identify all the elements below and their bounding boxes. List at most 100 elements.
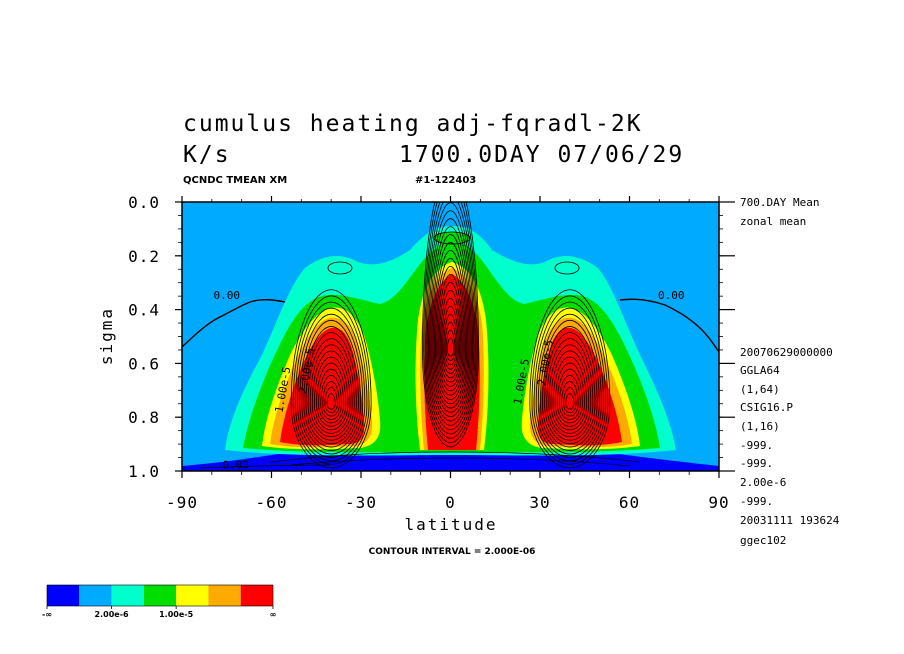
chart-subtitle-right: #1-122403 <box>415 175 476 186</box>
contour-ring <box>563 387 577 414</box>
contour-ring <box>544 332 596 445</box>
contour-ring <box>320 374 343 420</box>
colorbar-label: ∞ <box>270 610 277 619</box>
colorbar-label: -∞ <box>42 610 52 619</box>
side-info-line: -999. <box>740 495 773 508</box>
contour-field <box>182 202 719 471</box>
x-axis-label: latitude <box>404 515 497 534</box>
x-tick-label: 90 <box>708 493 729 512</box>
x-axis: -90 -60 -30 0 30 60 90 <box>166 196 729 512</box>
contour-ring <box>565 393 575 410</box>
contour-ring <box>443 313 458 370</box>
x-tick-label: 60 <box>619 493 640 512</box>
contour-ring <box>299 313 364 455</box>
contour-ring <box>550 350 590 434</box>
contour-ring <box>311 350 351 434</box>
zero-contour-south <box>182 299 286 348</box>
contour-ring <box>542 326 598 448</box>
contour-ring <box>556 368 583 424</box>
side-info-line: (1,64) <box>740 383 780 396</box>
chart-title: cumulus heating adj-fqradl-2K <box>183 111 643 137</box>
side-info-line: -999. <box>740 457 773 470</box>
side-info-line: 20070629000000 <box>740 346 833 359</box>
contour-ring <box>535 307 604 458</box>
contour-ring <box>437 273 464 392</box>
contour-ring <box>318 368 345 424</box>
contour-interval: CONTOUR INTERVAL = 2.000E-06 <box>369 547 536 557</box>
x-tick-label: -60 <box>256 493 288 512</box>
contour-ring <box>552 356 588 431</box>
contour-lines <box>290 202 611 469</box>
fill-red-north <box>537 327 622 446</box>
side-info-line: zonal mean <box>740 215 806 228</box>
colorbar-swatch <box>176 585 209 606</box>
colorbar-frame <box>46 584 274 607</box>
side-info-line: ggec102 <box>740 534 786 547</box>
y-axis-label: sigma <box>97 307 116 365</box>
colorbar-swatch <box>79 585 112 606</box>
side-info-line: (1,16) <box>740 420 780 433</box>
contour-ring <box>529 289 611 469</box>
contour-ring <box>326 393 336 410</box>
contour-ring <box>441 297 460 379</box>
contour-ring <box>305 332 357 445</box>
contour-ring <box>436 266 465 396</box>
contour-ring <box>445 329 456 361</box>
knob-north <box>554 261 580 275</box>
contour-label: 0.00 <box>658 289 685 302</box>
contour-label: 0.00 <box>222 458 249 471</box>
contour-ring <box>316 362 347 427</box>
contour-ring <box>444 321 457 366</box>
side-info-line: GGLA64 <box>740 364 780 377</box>
surface-contours <box>199 451 641 469</box>
contour-ring <box>303 326 359 448</box>
colorbar-swatch <box>240 585 273 606</box>
contour-ring <box>561 381 579 417</box>
contour-ring <box>313 356 349 431</box>
contour-ring <box>537 313 602 455</box>
contour-ring <box>428 210 473 426</box>
contour-ring <box>533 301 607 462</box>
chart-time: 1700.0DAY 07/06/29 <box>399 142 684 168</box>
contour-ring <box>290 289 372 469</box>
contour-ring <box>442 305 459 374</box>
y-axis: 0.0 0.2 0.4 0.6 0.8 1.0 <box>128 193 735 481</box>
colorbar: -∞ 2.00e-6 1.00e-5 ∞ <box>42 584 277 619</box>
colorbar-label: 1.00e-5 <box>159 610 193 619</box>
contour-ring <box>554 362 585 427</box>
chart-subtitle-left: QCNDC TMEAN XM <box>183 175 287 186</box>
side-info-line: -999. <box>740 439 773 452</box>
contour-ring <box>432 242 469 409</box>
contour-ring <box>446 337 455 357</box>
side-info-line: 20031111 193624 <box>740 514 840 527</box>
colorbar-label: 2.00e-6 <box>95 610 129 619</box>
fill-red-south <box>280 327 365 446</box>
contour-ring <box>425 202 476 435</box>
x-tick-label: -90 <box>166 493 198 512</box>
contour-ring <box>438 281 463 387</box>
y-tick-label: 0.0 <box>128 193 160 212</box>
contour-ring <box>322 381 340 417</box>
contour-ring <box>309 344 353 438</box>
x-tick-label: 30 <box>529 493 550 512</box>
contour-ring <box>558 374 581 420</box>
contour-ring <box>539 319 600 451</box>
y-tick-label: 0.6 <box>128 354 160 373</box>
side-info: 700.DAY Mean zonal mean 20070629000000 GGLA… <box>740 196 840 547</box>
contour-ring <box>426 202 475 431</box>
contour-ring <box>546 338 594 441</box>
contour-label: 0.00 <box>214 289 241 302</box>
contour-ring <box>292 295 370 465</box>
colorbar-swatch <box>208 585 241 606</box>
contour-ring <box>424 202 477 439</box>
contour-ring <box>301 319 362 451</box>
y-tick-label: 0.4 <box>128 301 160 320</box>
contour-ring <box>422 202 479 448</box>
contour-ring <box>435 258 466 400</box>
contour-ring <box>433 250 468 405</box>
side-info-line: 2.00e-6 <box>740 476 786 489</box>
colorbar-swatch <box>143 585 177 606</box>
contour-ring <box>297 307 366 458</box>
side-info-line: 700.DAY Mean <box>740 196 819 209</box>
